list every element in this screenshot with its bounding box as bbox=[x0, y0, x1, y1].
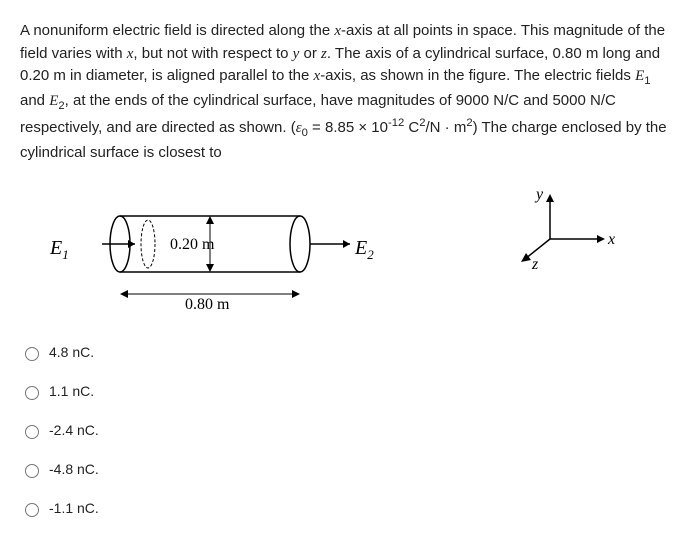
radio-2[interactable] bbox=[25, 425, 39, 439]
eps-value: 8.85 × 10 bbox=[325, 119, 388, 136]
value-1: 9000 N/C bbox=[456, 92, 519, 109]
text: and bbox=[519, 92, 552, 109]
figure: E1 E2 0.20 m 0.80 m y x z bbox=[20, 184, 670, 322]
radio-3[interactable] bbox=[25, 464, 39, 478]
text: = bbox=[308, 119, 325, 136]
sub-1: 1 bbox=[644, 75, 650, 87]
question-text: A nonuniform electric field is directed … bbox=[20, 20, 670, 164]
length-label: 0.80 m bbox=[185, 296, 230, 313]
radio-4[interactable] bbox=[25, 503, 39, 517]
text: -axis, as shown in the figure. The elect… bbox=[320, 67, 635, 84]
options-group: 4.8 nC. 1.1 nC. -2.4 nC. -4.8 nC. -1.1 n… bbox=[20, 342, 670, 519]
var-E1: E bbox=[635, 68, 644, 84]
y-axis-label: y bbox=[534, 186, 544, 203]
eps-unit: C bbox=[404, 119, 419, 136]
option-label-1: 1.1 nC. bbox=[49, 381, 94, 402]
option-2[interactable]: -2.4 nC. bbox=[20, 420, 670, 441]
option-3[interactable]: -4.8 nC. bbox=[20, 459, 670, 480]
coordinate-axes: y x z bbox=[521, 186, 615, 273]
option-label-0: 4.8 nC. bbox=[49, 342, 94, 363]
option-label-3: -4.8 nC. bbox=[49, 459, 99, 480]
text: , but not with respect to bbox=[133, 45, 292, 62]
option-4[interactable]: -1.1 nC. bbox=[20, 498, 670, 519]
z-axis-label: z bbox=[531, 256, 539, 273]
eps-unit2: /N · m bbox=[426, 119, 467, 136]
text: and bbox=[20, 92, 49, 109]
option-label-4: -1.1 nC. bbox=[49, 498, 99, 519]
diameter-label: 0.20 m bbox=[170, 236, 215, 253]
option-1[interactable]: 1.1 nC. bbox=[20, 381, 670, 402]
var-x: x bbox=[334, 23, 341, 39]
cylinder bbox=[102, 216, 350, 272]
text: respectively, and are directed as shown.… bbox=[20, 119, 296, 136]
option-0[interactable]: 4.8 nC. bbox=[20, 342, 670, 363]
e1-label: E1 bbox=[49, 237, 69, 262]
text: , at the ends of the cylindrical surface… bbox=[65, 92, 456, 109]
radio-1[interactable] bbox=[25, 386, 39, 400]
option-label-2: -2.4 nC. bbox=[49, 420, 99, 441]
text: or bbox=[299, 45, 321, 62]
eps-exp: -12 bbox=[388, 117, 404, 129]
var-E2: E bbox=[49, 93, 58, 109]
e2-label: E2 bbox=[354, 237, 374, 262]
diagram-svg: E1 E2 0.20 m 0.80 m y x z bbox=[20, 184, 670, 314]
text: A nonuniform electric field is directed … bbox=[20, 22, 334, 39]
value-2: 5000 N/C bbox=[552, 92, 615, 109]
x-axis-label: x bbox=[607, 231, 615, 248]
radio-0[interactable] bbox=[25, 347, 39, 361]
